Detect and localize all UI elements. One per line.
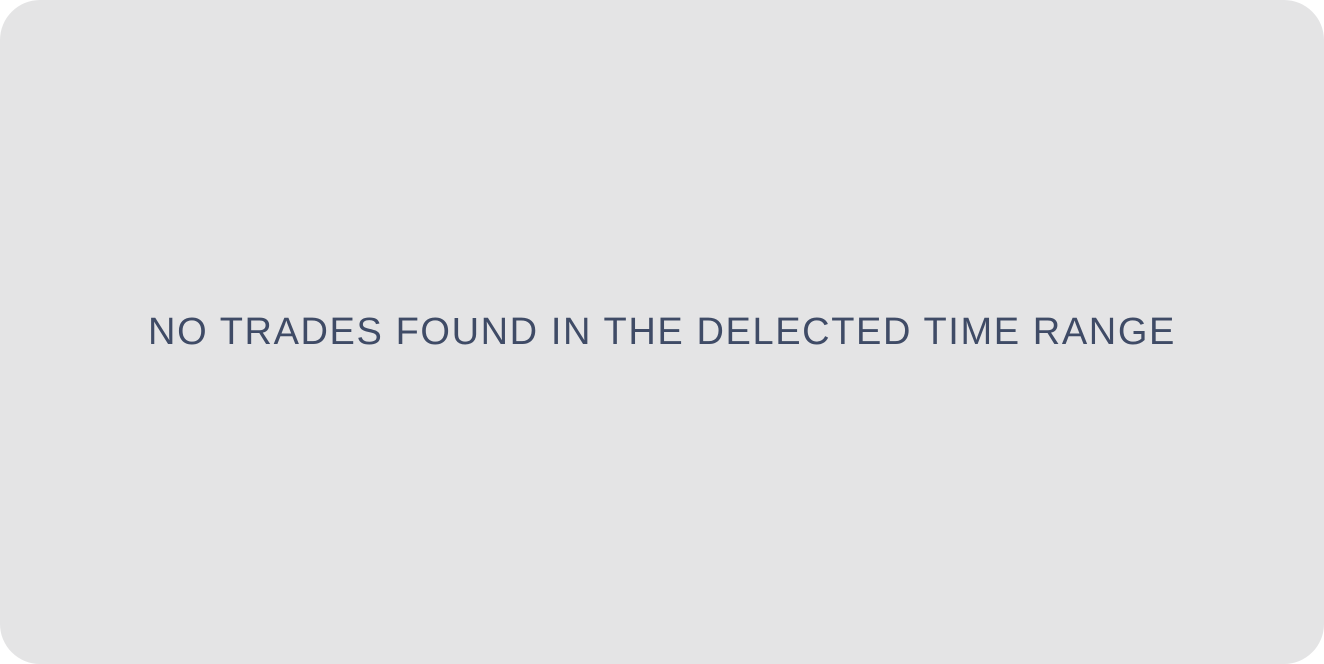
empty-state-message: NO TRADES FOUND IN THE DELECTED TIME RAN… xyxy=(148,310,1176,353)
